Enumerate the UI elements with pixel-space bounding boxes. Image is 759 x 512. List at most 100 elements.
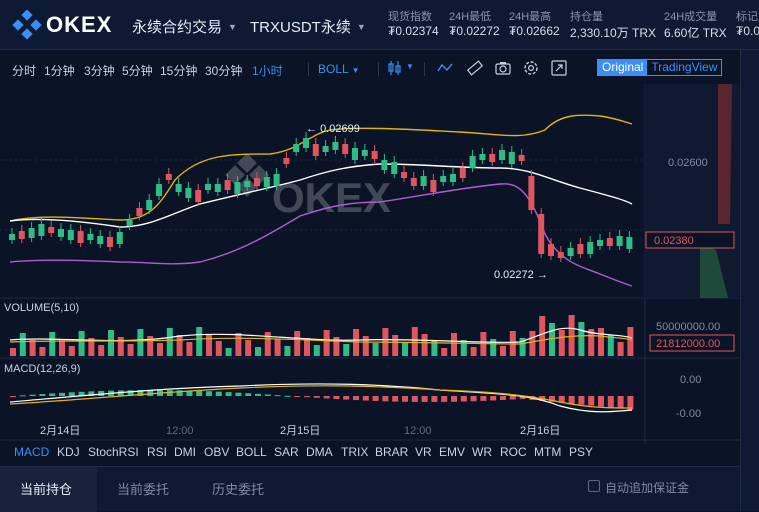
macd-dif-line: [9, 383, 633, 413]
okex-logo-icon: [12, 10, 42, 40]
indicator-tab-vr[interactable]: VR: [415, 445, 432, 459]
candle-body: [205, 184, 211, 190]
tab-current-positions[interactable]: 当前持仓: [20, 482, 73, 497]
okex-logo[interactable]: OKEX: [12, 10, 112, 40]
macd-bar: [294, 396, 301, 397]
candle-type-icon[interactable]: [386, 59, 404, 77]
candle-body: [616, 236, 623, 246]
volume-bar: [519, 338, 526, 356]
settings-icon[interactable]: [522, 59, 540, 77]
volume-bars: [9, 315, 634, 356]
indicator-tab-stochrsi[interactable]: StochRSI: [88, 445, 139, 459]
volume-bar: [617, 342, 624, 356]
stat-open-interest: 持仓量 2,330.10万 TRX: [570, 11, 657, 40]
candle-body: [254, 178, 260, 186]
indicator-tab-brar[interactable]: BRAR: [375, 445, 409, 459]
volume-bar: [421, 334, 428, 356]
volume-bar: [539, 316, 546, 356]
svg-text:OKEX: OKEX: [272, 174, 391, 221]
macd-bar: [500, 396, 506, 400]
line-draw-icon[interactable]: [436, 59, 454, 77]
macd-histogram: [9, 383, 634, 413]
indicator-tab-trix[interactable]: TRIX: [341, 445, 369, 459]
indicator-tab-dmi[interactable]: DMI: [174, 445, 196, 459]
indicator-tab-wr[interactable]: WR: [472, 445, 492, 459]
view-original-button[interactable]: Original: [598, 60, 648, 75]
indicator-tab-roc[interactable]: ROC: [500, 445, 527, 459]
indicator-tab-dma[interactable]: DMA: [306, 445, 333, 459]
indicator-tab-sar[interactable]: SAR: [274, 445, 299, 459]
macd-bar: [490, 396, 497, 401]
chevron-down-icon[interactable]: ▼: [406, 62, 414, 71]
macd-bar: [627, 396, 634, 410]
candle-body: [107, 237, 113, 247]
indicator-tab-obv[interactable]: OBV: [204, 445, 230, 459]
candle-body: [587, 242, 594, 254]
candle-body: [165, 174, 172, 180]
stat-spot-index: 现货指数 ₮0.02374: [388, 11, 439, 38]
price-axis-label: 0.02600: [668, 157, 708, 169]
volume-bar: [304, 338, 310, 356]
indicator-tab-rsi[interactable]: RSI: [147, 445, 168, 459]
candle-body: [459, 168, 466, 178]
volume-scale-label: 50000000.00: [656, 321, 720, 333]
depth-ask-area: [718, 84, 732, 224]
candlesticks: [9, 132, 633, 262]
macd-axis-bottom: -0.00: [676, 408, 701, 420]
brand-name: OKEX: [46, 12, 113, 37]
ruler-icon[interactable]: [466, 59, 484, 77]
toolbar-divider: [308, 62, 309, 76]
auto-margin-checkbox[interactable]: [588, 480, 600, 492]
indicator-boll-dropdown[interactable]: BOLL ▼: [318, 62, 360, 76]
candle-body: [557, 252, 564, 258]
candle-body: [479, 154, 486, 160]
x-axis-label: 2月14日: [40, 425, 80, 437]
indicator-tab-psy[interactable]: PSY: [569, 445, 594, 459]
chart-view-toggle: Original TradingView: [597, 59, 723, 76]
tab-order-history[interactable]: 历史委托: [212, 482, 265, 497]
pair-dropdown[interactable]: TRXUSDT永续 ▼: [250, 16, 366, 37]
timeframe-1h[interactable]: 1小时: [252, 64, 283, 78]
macd-bar: [176, 390, 183, 396]
macd-bar: [147, 390, 154, 396]
timeframe-3m[interactable]: 3分钟: [84, 64, 115, 78]
volume-bar: [176, 335, 183, 356]
kline-chart[interactable]: OKEX ← 0.02699 0.02272 → 0.02600 0.02380…: [0, 84, 740, 464]
timeframe-5m[interactable]: 5分钟: [122, 64, 153, 78]
macd-bar: [480, 396, 487, 401]
macd-bar: [88, 391, 95, 396]
indicator-tab-mtm[interactable]: MTM: [534, 445, 562, 459]
timeframe-30m[interactable]: 30分钟: [205, 64, 243, 78]
candle-body: [361, 150, 368, 156]
boll-lower-line: [9, 183, 633, 287]
timeframe-tick[interactable]: 分时: [12, 64, 37, 78]
macd-bar: [421, 396, 428, 402]
macd-bar: [392, 396, 399, 402]
candle-body: [597, 240, 603, 246]
volume-bar: [333, 337, 340, 356]
volume-bar: [568, 315, 575, 356]
camera-icon[interactable]: [494, 59, 512, 77]
macd-bar: [441, 396, 448, 402]
timeframe-15m[interactable]: 15分钟: [160, 64, 198, 78]
okex-watermark: OKEX: [225, 153, 391, 221]
indicator-tab-kdj[interactable]: KDJ: [57, 445, 80, 459]
macd-bar: [19, 395, 26, 397]
candle-body: [489, 154, 496, 162]
candle-body: [312, 144, 319, 156]
timeframe-1m[interactable]: 1分钟: [44, 64, 75, 78]
tab-open-orders[interactable]: 当前委托: [117, 482, 170, 497]
macd-bar: [372, 396, 379, 401]
view-tradingview-button[interactable]: TradingView: [651, 60, 718, 74]
macd-bar: [333, 396, 340, 400]
indicator-tab-emv[interactable]: EMV: [439, 445, 466, 459]
market-type-label: 永续合约交易: [132, 19, 223, 36]
macd-bar: [617, 396, 624, 409]
fullscreen-icon[interactable]: [550, 59, 568, 77]
market-type-dropdown[interactable]: 永续合约交易 ▼: [132, 16, 237, 37]
volume-bar: [274, 339, 281, 356]
volume-bar: [578, 322, 585, 356]
indicator-tab-boll[interactable]: BOLL: [236, 445, 267, 459]
volume-bar: [588, 329, 595, 356]
indicator-tab-macd[interactable]: MACD: [14, 445, 50, 459]
